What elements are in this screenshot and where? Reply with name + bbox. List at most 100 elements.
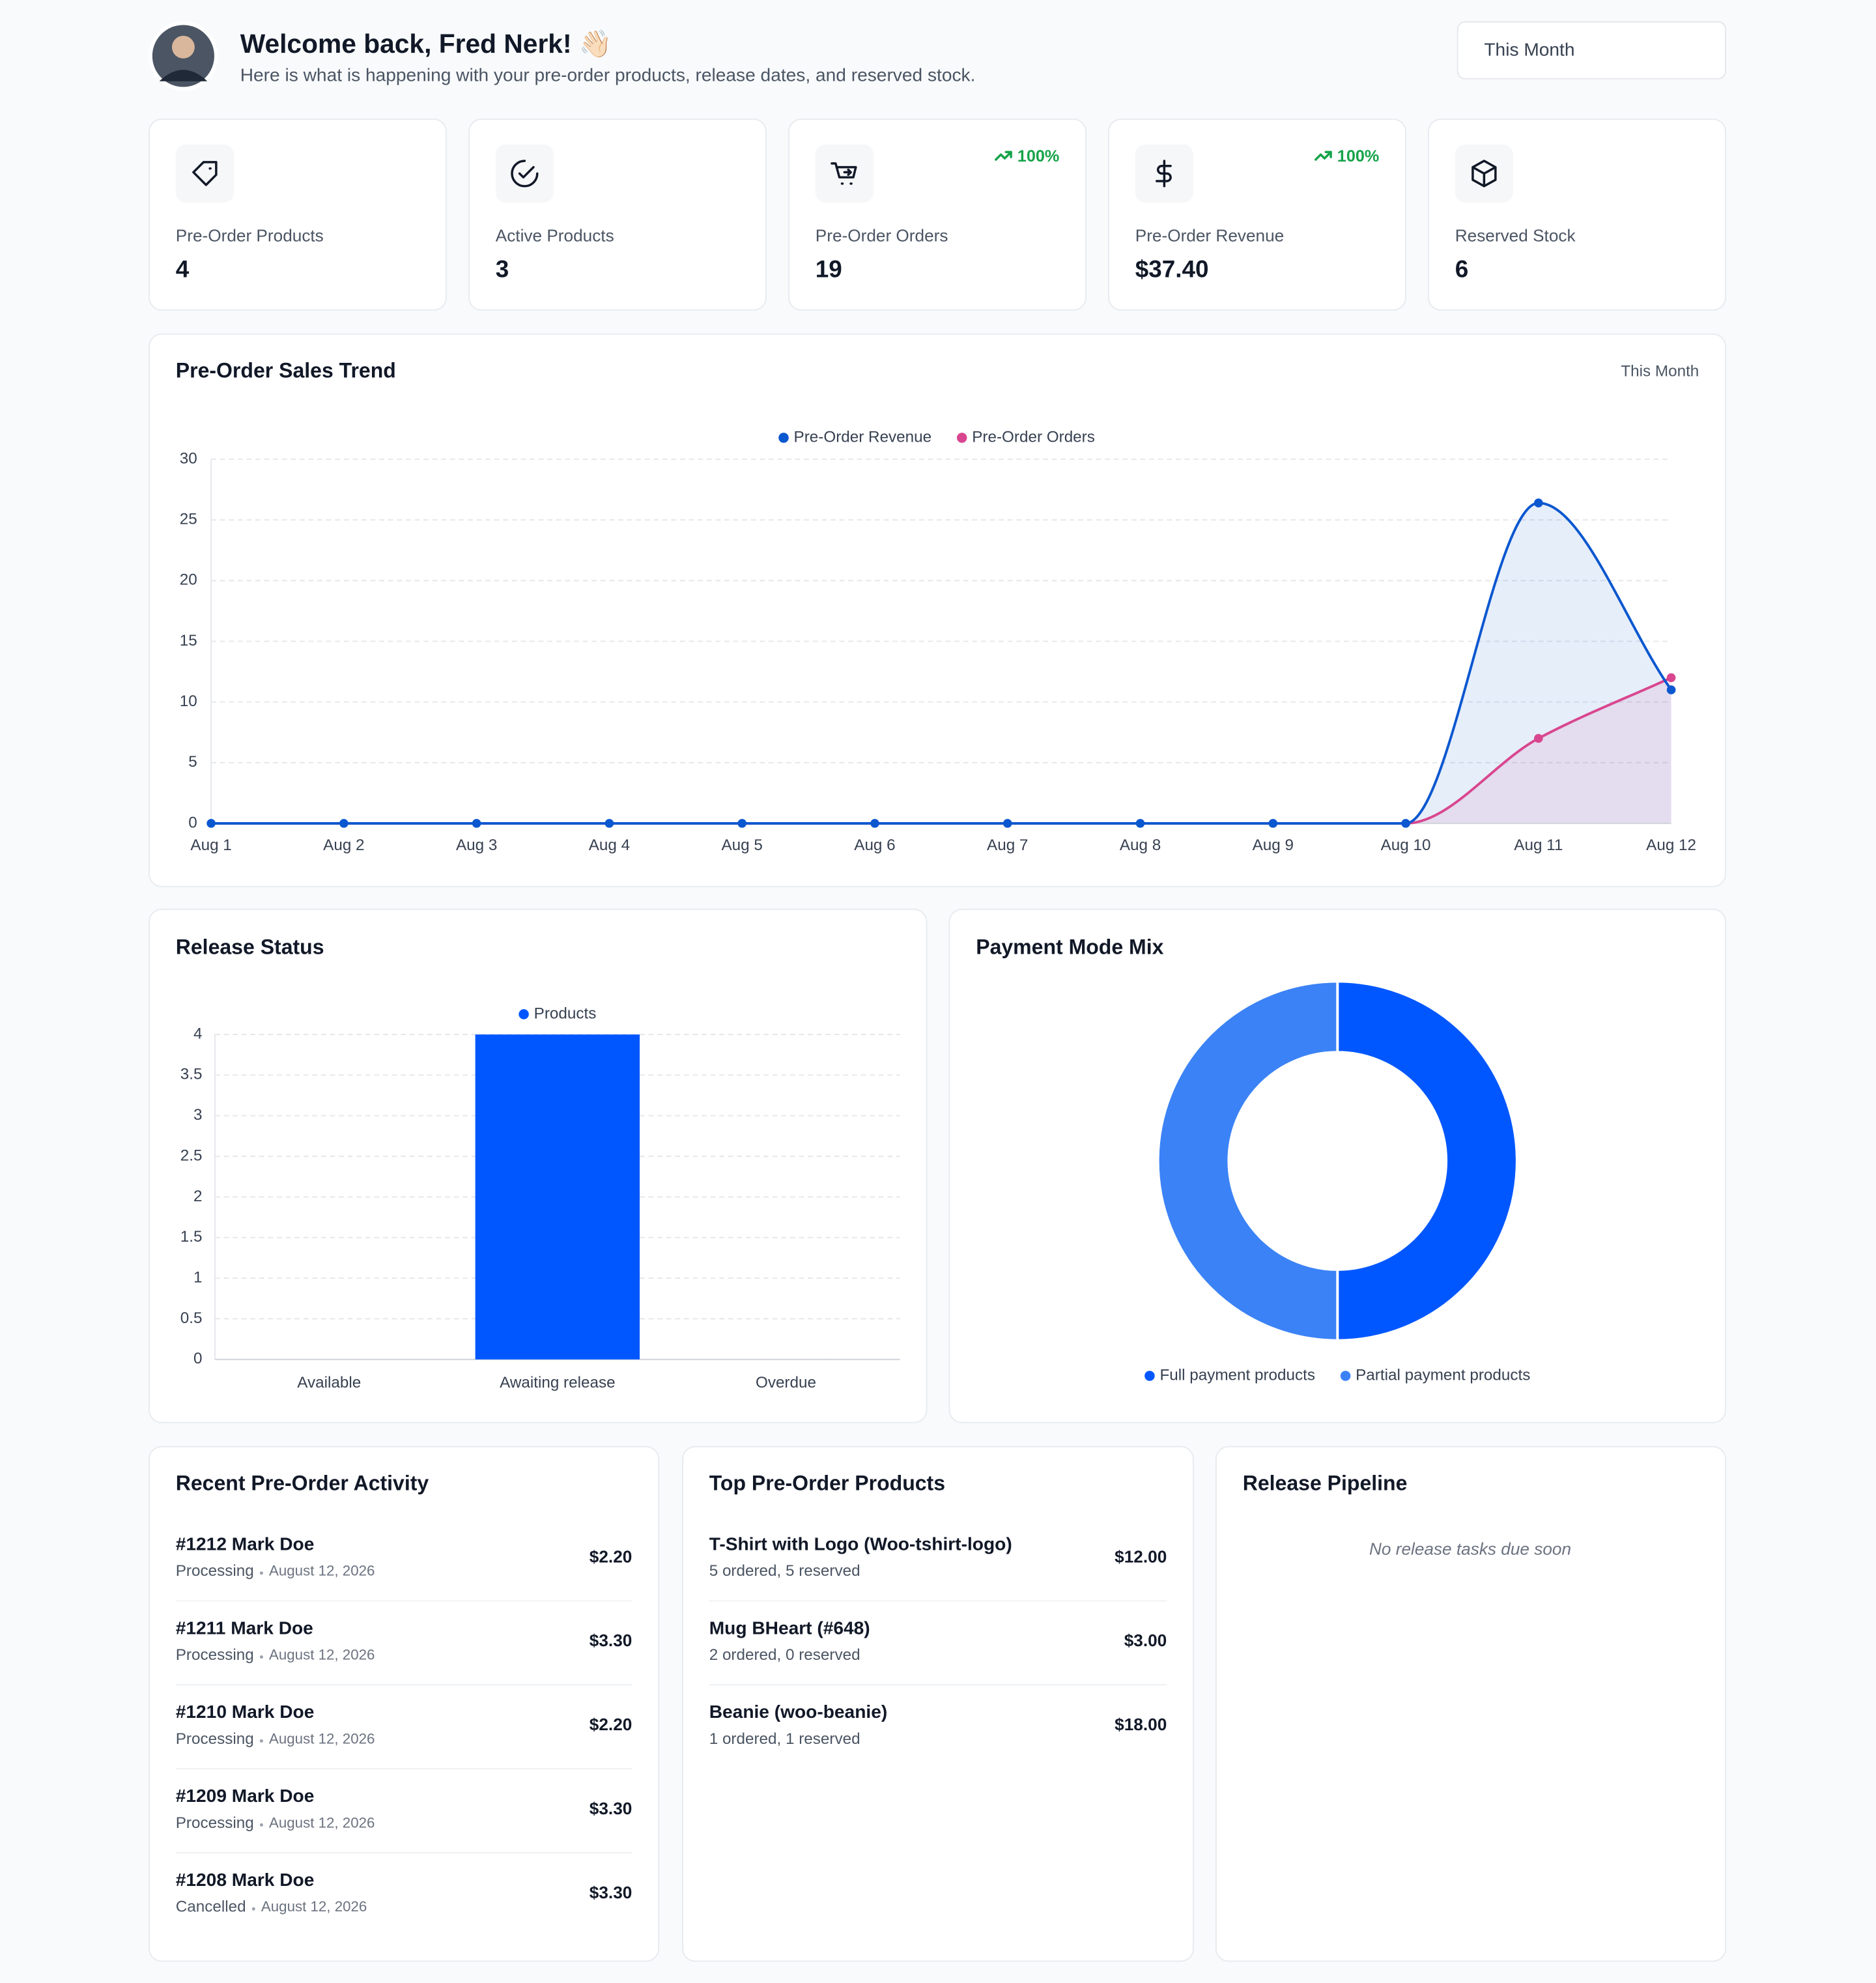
icon bbox=[511, 160, 539, 188]
point bbox=[737, 819, 746, 828]
legend-marker bbox=[519, 1009, 529, 1020]
area bbox=[211, 503, 1671, 823]
y-tick-label: 20 bbox=[180, 571, 197, 589]
stat-label: Active Products bbox=[496, 225, 614, 245]
card-title: Release Pipeline bbox=[1243, 1471, 1408, 1494]
point bbox=[472, 819, 481, 828]
x-tick-label: Overdue bbox=[756, 1374, 816, 1391]
icon-box bbox=[815, 144, 874, 203]
item-name: #1209 Mark Doe bbox=[176, 1786, 315, 1806]
x-tick-label: Awaiting release bbox=[500, 1374, 616, 1391]
item-status: Processing bbox=[176, 1646, 254, 1664]
slice bbox=[1156, 980, 1339, 1342]
point bbox=[1002, 819, 1012, 828]
y-tick-label: 0.5 bbox=[180, 1309, 203, 1327]
page-subtitle: Here is what is happening with your pre-… bbox=[240, 64, 976, 85]
card bbox=[149, 333, 1727, 887]
item-date: August 12, 2026 bbox=[269, 1647, 375, 1663]
point bbox=[1666, 685, 1676, 694]
separator bbox=[251, 1907, 255, 1911]
card-title: Recent Pre-Order Activity bbox=[176, 1471, 429, 1494]
item-amount: $12.00 bbox=[1115, 1547, 1167, 1566]
item-amount: $3.30 bbox=[590, 1631, 632, 1650]
separator bbox=[259, 1823, 263, 1827]
bar bbox=[475, 1034, 640, 1360]
legend-marker bbox=[1144, 1371, 1155, 1381]
period-select-label: This Month bbox=[1484, 40, 1574, 60]
period-select[interactable] bbox=[1457, 21, 1727, 79]
point bbox=[1666, 673, 1676, 683]
x-tick-label: Aug 11 bbox=[1514, 836, 1563, 854]
item-date: August 12, 2026 bbox=[269, 1814, 375, 1831]
card bbox=[1215, 1446, 1727, 1962]
card bbox=[149, 1446, 660, 1962]
y-tick-label: 2 bbox=[193, 1188, 203, 1205]
y-tick-label: 30 bbox=[180, 449, 197, 467]
x-tick-label: Aug 12 bbox=[1646, 836, 1696, 854]
chart-period: This Month bbox=[1621, 362, 1699, 380]
x-tick-label: Aug 2 bbox=[323, 836, 364, 854]
legend-label: Products bbox=[534, 1005, 597, 1022]
point bbox=[1135, 819, 1145, 828]
item-detail: 1 ordered, 1 reserved bbox=[709, 1730, 860, 1748]
card-title: Top Pre-Order Products bbox=[709, 1471, 945, 1494]
point bbox=[604, 819, 614, 828]
icon bbox=[1155, 160, 1172, 188]
item-status: Processing bbox=[176, 1730, 254, 1748]
legend-marker bbox=[778, 433, 789, 443]
stat-value: 6 bbox=[1455, 256, 1469, 283]
separator bbox=[259, 1739, 263, 1743]
legend: Pre-Order Revenue Pre-Order Orders bbox=[778, 428, 1095, 446]
x-tick-label: Aug 3 bbox=[456, 836, 497, 854]
stat-trend: 100% bbox=[1337, 147, 1380, 165]
stat-value: 19 bbox=[816, 256, 842, 283]
x-tick-label: Available bbox=[297, 1374, 361, 1391]
icon-box bbox=[175, 144, 234, 203]
item-name: Beanie (woo-beanie) bbox=[709, 1702, 887, 1722]
page-title: Welcome back, Fred Nerk! 👋🏻 bbox=[240, 29, 612, 60]
point bbox=[1534, 734, 1543, 743]
item-amount: $3.30 bbox=[590, 1799, 632, 1818]
y-tick-label: 0 bbox=[188, 814, 197, 831]
y-tick-label: 25 bbox=[180, 511, 197, 528]
y-tick-label: 4 bbox=[193, 1025, 203, 1042]
item-name: #1210 Mark Doe bbox=[176, 1702, 315, 1722]
area bbox=[211, 678, 1671, 823]
separator bbox=[259, 1655, 263, 1659]
icon bbox=[1315, 150, 1332, 161]
point bbox=[870, 819, 879, 828]
x-tick-label: Aug 5 bbox=[722, 836, 763, 854]
empty-state: No release tasks due soon bbox=[1369, 1539, 1571, 1559]
item-name: #1208 Mark Doe bbox=[176, 1870, 315, 1890]
icon-box bbox=[495, 144, 554, 203]
stat-label: Pre-Order Orders bbox=[816, 225, 948, 245]
point bbox=[339, 819, 348, 828]
item-amount: $3.30 bbox=[590, 1883, 632, 1902]
icon bbox=[192, 161, 218, 186]
avatar-head bbox=[171, 35, 195, 59]
item-amount: $2.20 bbox=[590, 1715, 632, 1734]
card bbox=[948, 908, 1727, 1423]
y-tick-label: 3.5 bbox=[180, 1066, 203, 1083]
legend: Products bbox=[519, 1005, 596, 1022]
chart-title: Release Status bbox=[176, 935, 324, 958]
stat-trend: 100% bbox=[1017, 147, 1060, 165]
point bbox=[206, 819, 216, 828]
y-tick-label: 5 bbox=[188, 753, 197, 771]
item-amount: $18.00 bbox=[1115, 1715, 1167, 1734]
x-tick-label: Aug 9 bbox=[1253, 836, 1294, 854]
stat-value: $37.40 bbox=[1135, 256, 1209, 283]
y-tick-label: 0 bbox=[193, 1350, 203, 1367]
chart-title: Pre-Order Sales Trend bbox=[176, 359, 396, 382]
x-tick-label: Aug 8 bbox=[1120, 836, 1161, 854]
legend-label: Pre-Order Orders bbox=[972, 428, 1095, 446]
slice bbox=[1336, 980, 1518, 1342]
point bbox=[1268, 819, 1278, 828]
icon bbox=[1471, 160, 1497, 188]
stat-value: 3 bbox=[496, 256, 509, 283]
x-tick-label: Aug 7 bbox=[987, 836, 1028, 854]
legend-marker bbox=[1340, 1371, 1351, 1381]
icon bbox=[995, 150, 1012, 161]
y-tick-label: 3 bbox=[193, 1106, 203, 1124]
item-date: August 12, 2026 bbox=[261, 1898, 367, 1915]
